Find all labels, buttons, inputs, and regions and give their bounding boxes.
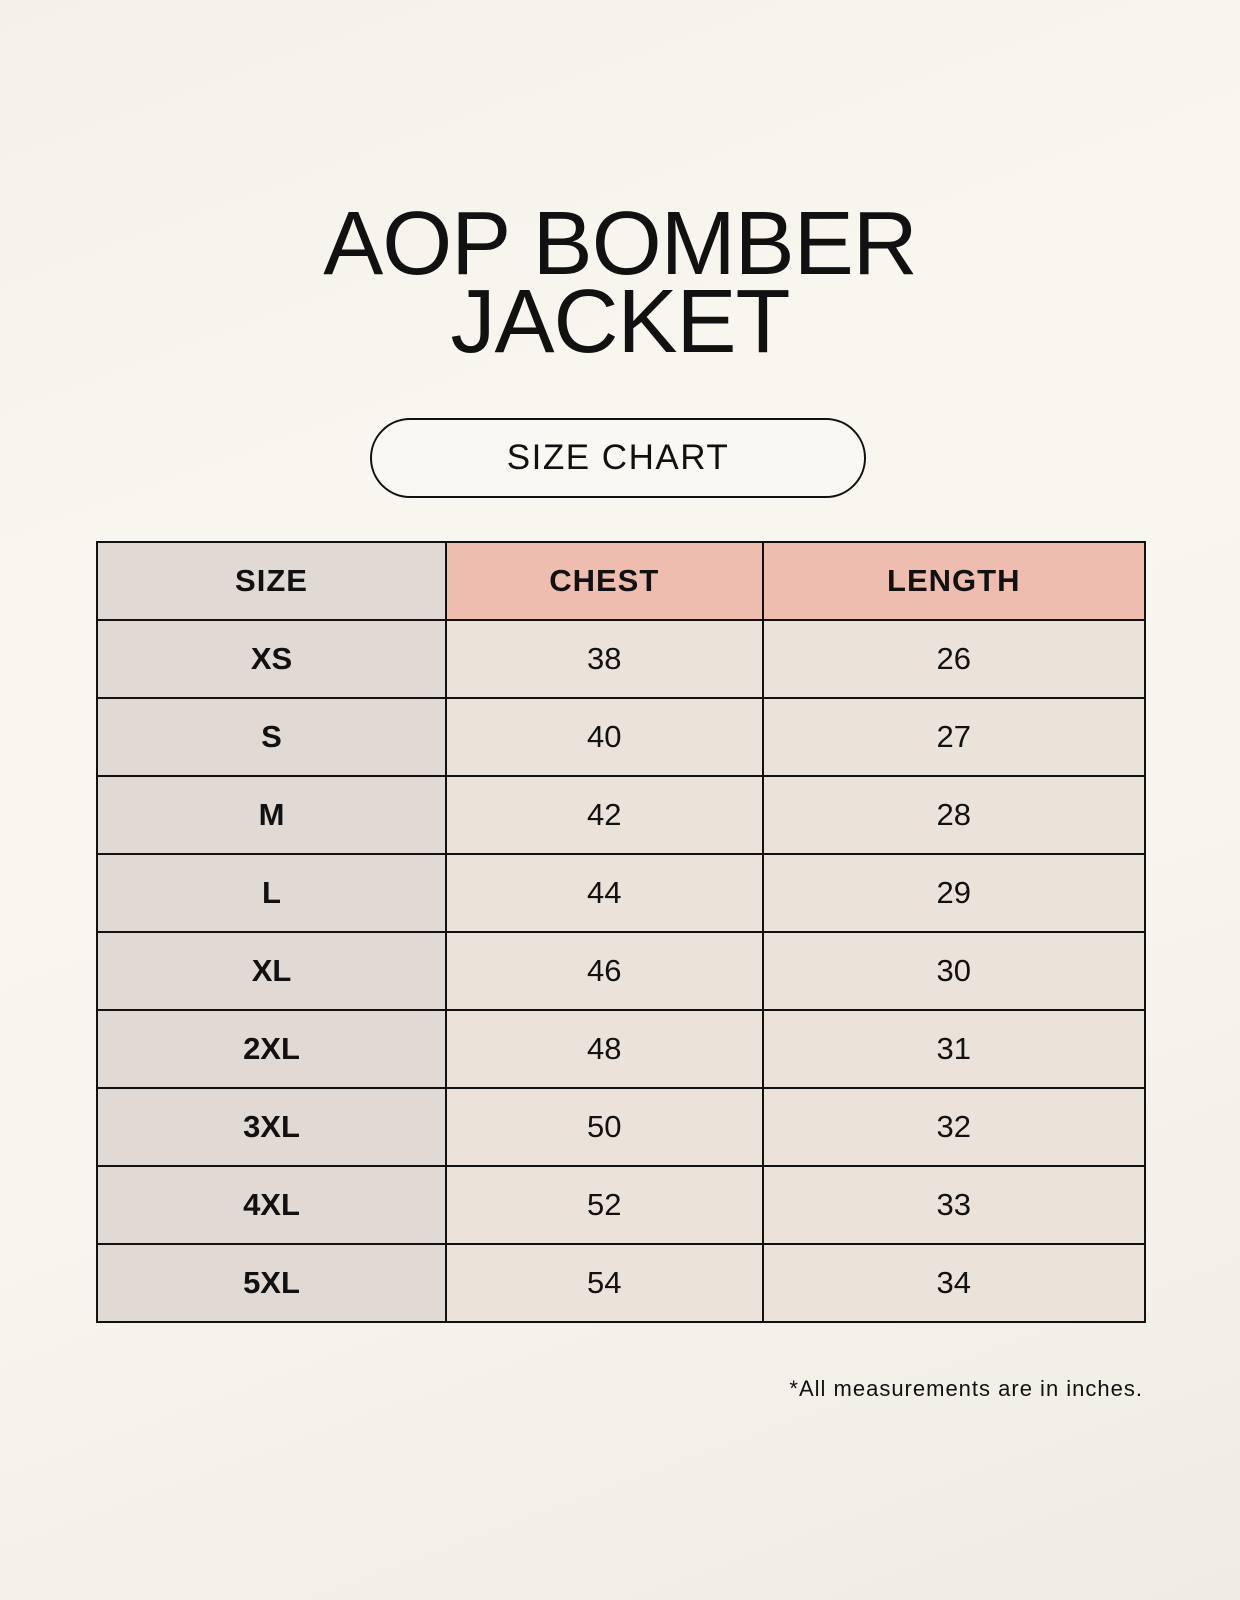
cell-chest: 38 xyxy=(445,619,764,699)
cell-size: XS xyxy=(96,619,447,699)
cell-chest: 54 xyxy=(445,1243,764,1323)
header-length: LENGTH xyxy=(761,541,1147,621)
size-chart-label: SIZE CHART xyxy=(370,418,866,498)
header-size: SIZE xyxy=(96,541,447,621)
header-chest: CHEST xyxy=(445,541,764,621)
cell-chest: 48 xyxy=(445,1009,764,1089)
title-line-2: JACKET xyxy=(450,272,790,372)
cell-size: M xyxy=(96,775,447,855)
table-header-row: SIZE CHEST LENGTH xyxy=(96,541,1147,621)
cell-length: 28 xyxy=(761,775,1147,855)
table-row: XS 38 26 xyxy=(96,619,1147,699)
cell-length: 31 xyxy=(761,1009,1147,1089)
size-table: SIZE CHEST LENGTH XS 38 26 S 40 27 M 42 28 L 44 29 X… xyxy=(96,541,1147,1323)
cell-chest: 44 xyxy=(445,853,764,933)
cell-size: L xyxy=(96,853,447,933)
cell-size: 3XL xyxy=(96,1087,447,1167)
cell-length: 32 xyxy=(761,1087,1147,1167)
cell-chest: 42 xyxy=(445,775,764,855)
table-row: XL 46 30 xyxy=(96,931,1147,1011)
cell-chest: 40 xyxy=(445,697,764,777)
cell-length: 29 xyxy=(761,853,1147,933)
cell-chest: 50 xyxy=(445,1087,764,1167)
cell-size: 4XL xyxy=(96,1165,447,1245)
table-row: 3XL 50 32 xyxy=(96,1087,1147,1167)
cell-length: 33 xyxy=(761,1165,1147,1245)
footnote: *All measurements are in inches. xyxy=(789,1376,1143,1401)
cell-length: 34 xyxy=(761,1243,1147,1323)
cell-length: 30 xyxy=(761,931,1147,1011)
table-row: 4XL 52 33 xyxy=(96,1165,1147,1245)
cell-chest: 46 xyxy=(445,931,764,1011)
page-title: AOP BOMBER JACKET xyxy=(0,194,1240,372)
title-line-1: AOP BOMBER xyxy=(323,194,918,294)
cell-size: 2XL xyxy=(96,1009,447,1089)
table-row: L 44 29 xyxy=(96,853,1147,933)
table-row: M 42 28 xyxy=(96,775,1147,855)
table-row: 2XL 48 31 xyxy=(96,1009,1147,1089)
cell-size: S xyxy=(96,697,447,777)
cell-chest: 52 xyxy=(445,1165,764,1245)
cell-size: XL xyxy=(96,931,447,1011)
table-row: 5XL 54 34 xyxy=(96,1243,1147,1323)
cell-length: 27 xyxy=(761,697,1147,777)
cell-size: 5XL xyxy=(96,1243,447,1323)
table-row: S 40 27 xyxy=(96,697,1147,777)
cell-length: 26 xyxy=(761,619,1147,699)
